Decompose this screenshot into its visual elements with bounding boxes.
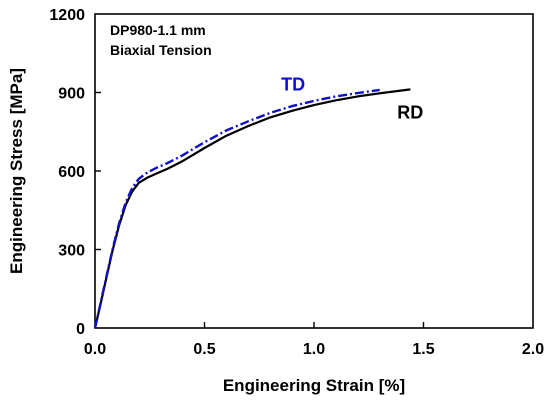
x-tick-label: 1.0 bbox=[303, 341, 325, 358]
x-axis-label: Engineering Strain [%] bbox=[223, 376, 405, 395]
x-tick-label: 0.0 bbox=[84, 341, 106, 358]
y-tick-label: 900 bbox=[58, 86, 85, 103]
annotation-test-type: Biaxial Tension bbox=[110, 42, 212, 58]
annotation-material: DP980-1.1 mm bbox=[110, 22, 206, 38]
x-axis-ticks: 0.0 0.5 1.0 1.5 2.0 bbox=[84, 322, 544, 358]
x-tick-label: 0.5 bbox=[193, 341, 215, 358]
y-tick-label: 1200 bbox=[49, 7, 85, 24]
x-tick-label: 1.5 bbox=[412, 341, 434, 358]
y-axis-label: Engineering Stress [MPa] bbox=[7, 68, 26, 274]
series-line-td bbox=[93, 88, 380, 329]
series-label-rd: RD bbox=[397, 103, 423, 123]
y-tick-label: 300 bbox=[58, 243, 85, 260]
x-tick-label: 2.0 bbox=[522, 341, 544, 358]
series-layer: RD TD bbox=[93, 75, 423, 329]
y-axis-ticks: 0 300 600 900 1200 bbox=[49, 7, 101, 338]
y-tick-label: 0 bbox=[76, 321, 85, 338]
series-line-rd bbox=[93, 88, 411, 329]
series-label-td: TD bbox=[281, 75, 305, 95]
y-tick-label: 600 bbox=[58, 164, 85, 181]
